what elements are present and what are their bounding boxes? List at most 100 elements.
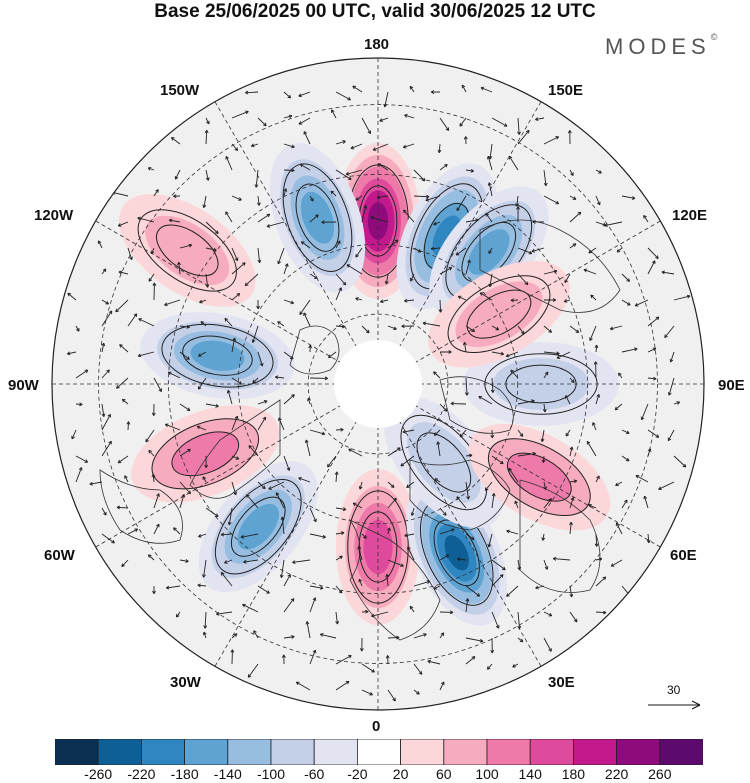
- wind-arrow: [433, 221, 441, 226]
- wind-arrow: [231, 337, 237, 353]
- wind-arrow: [541, 533, 546, 541]
- wind-arrow: [615, 481, 623, 487]
- wind-arrow: [667, 429, 675, 442]
- wind-arrow: [148, 449, 155, 457]
- wind-arrow: [402, 143, 415, 149]
- wind-arrow: [506, 585, 519, 597]
- wind-arrow: [361, 117, 371, 135]
- wind-arrow: [75, 325, 80, 332]
- wind-arrow: [589, 325, 597, 341]
- wind-arrow: [439, 610, 454, 615]
- wind-arrow: [661, 270, 675, 275]
- wind-arrow: [569, 585, 574, 598]
- wind-arrow: [464, 377, 469, 396]
- wind-arrow: [231, 455, 240, 460]
- wind-arrow: [371, 611, 389, 618]
- lon-label-120e: 120E: [672, 207, 708, 224]
- wind-arrow: [257, 481, 266, 490]
- wind-arrow: [491, 574, 504, 587]
- wind-arrow: [413, 633, 427, 639]
- wind-arrow: [541, 455, 546, 463]
- wind-arrow: [295, 681, 311, 691]
- wind-arrow: [484, 481, 493, 491]
- wind-arrow: [281, 654, 286, 665]
- wind-arrow: [89, 481, 103, 486]
- wind-arrow: [361, 325, 370, 334]
- wind-arrow: [321, 220, 337, 225]
- wind-arrow: [487, 155, 493, 171]
- wind-arrow: [614, 403, 623, 411]
- wind-arrow: [385, 573, 390, 587]
- wind-arrow: [304, 439, 311, 457]
- wind-arrow: [543, 195, 560, 205]
- coastline-segment: [409, 459, 511, 531]
- wind-arrow: [616, 247, 623, 253]
- wind-arrow: [256, 299, 261, 310]
- wind-arrow: [75, 467, 83, 483]
- wind-arrow: [117, 221, 129, 227]
- wind-arrow: [66, 351, 77, 356]
- wind-arrow: [119, 344, 129, 353]
- wind-arrow: [437, 143, 442, 154]
- wind-arrow: [465, 533, 475, 541]
- wind-arrow: [309, 376, 328, 381]
- wind-arrow: [283, 598, 295, 613]
- wind-arrow: [673, 455, 687, 468]
- wind-arrow: [202, 559, 207, 578]
- wind-arrow: [168, 218, 181, 223]
- wind-arrow: [335, 680, 350, 691]
- wind-arrow: [167, 371, 181, 379]
- brand-registered-mark: ©: [710, 32, 718, 42]
- colorbar-segment: [227, 739, 272, 765]
- wind-arrow: [370, 215, 389, 223]
- wind-arrow: [594, 344, 599, 353]
- wind-arrow: [327, 455, 337, 468]
- wind-arrow: [380, 299, 389, 304]
- wind-arrow: [197, 583, 207, 588]
- wind-arrow: [569, 211, 582, 223]
- wind-arrow: [330, 190, 337, 197]
- wind-arrow: [456, 195, 467, 212]
- wind-arrow: [542, 403, 547, 413]
- wind-arrow: [298, 476, 311, 483]
- lon-label-30w: 30W: [170, 674, 201, 691]
- wind-arrow: [352, 502, 363, 509]
- wind-arrow: [309, 585, 324, 590]
- wind-arrow: [436, 441, 441, 457]
- colorbar-segment: [529, 739, 574, 765]
- wind-arrow: [283, 635, 295, 639]
- wind-arrow: [517, 273, 529, 286]
- wind-arrow: [278, 417, 285, 431]
- wind-arrow: [439, 632, 445, 639]
- wind-arrow: [247, 663, 259, 678]
- wind-arrow: [283, 574, 291, 587]
- wind-arrow: [145, 429, 155, 443]
- wind-arrow: [355, 195, 363, 201]
- wind-arrow: [593, 361, 598, 379]
- wind-arrow: [588, 247, 597, 254]
- positive-anomaly: [131, 405, 280, 503]
- colorbar-tick-label: -180: [170, 766, 199, 782]
- wind-arrow: [565, 429, 571, 437]
- coastline-segment: [99, 469, 183, 544]
- wind-arrow: [298, 91, 311, 98]
- wind-arrow: [514, 500, 519, 509]
- wind-arrow: [127, 313, 138, 327]
- wind-arrow: [299, 163, 311, 171]
- colorbar: [55, 739, 703, 765]
- wind-arrow: [647, 347, 657, 353]
- wind-arrow: [231, 110, 249, 119]
- wind-arrow: [196, 425, 207, 431]
- wind-arrow: [153, 523, 160, 535]
- lon-label-90w: 90W: [8, 377, 39, 394]
- lon-label-150w: 150W: [160, 82, 200, 99]
- colorbar-tick-label: -260: [84, 766, 113, 782]
- wind-arrow: [387, 559, 404, 567]
- lon-label-120w: 120W: [34, 207, 74, 224]
- meridian: [214, 101, 379, 385]
- coastline-segment: [189, 399, 281, 499]
- wind-arrow: [433, 429, 441, 436]
- wind-arrow: [438, 299, 443, 313]
- wind-arrow: [634, 299, 649, 307]
- wind-arrow: [517, 637, 524, 643]
